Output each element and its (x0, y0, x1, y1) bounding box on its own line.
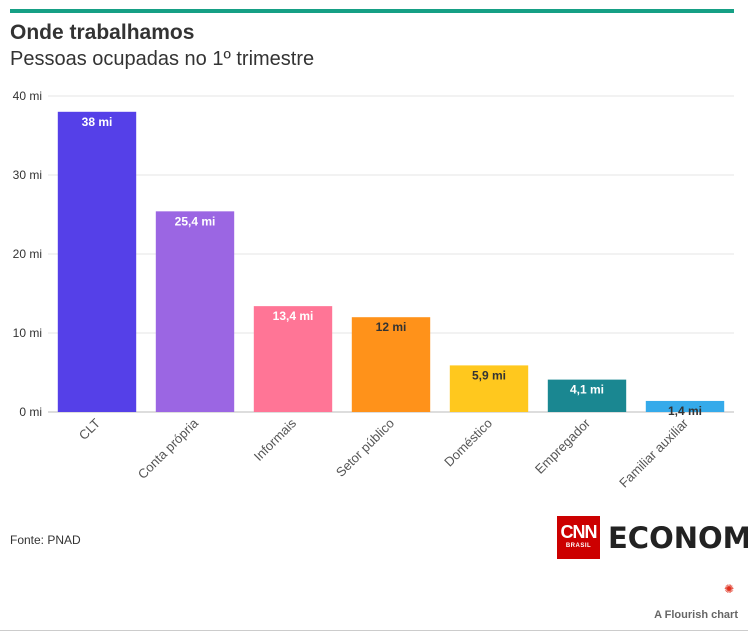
x-tick-label: Setor público (333, 416, 397, 480)
y-tick-label: 40 mi (13, 89, 42, 103)
chart-title: Onde trabalhamos (10, 21, 195, 44)
source-note: Fonte: PNAD (10, 533, 81, 547)
bar (449, 365, 529, 412)
bar-value-label: 12 mi (376, 320, 407, 334)
x-tick-label: Informais (251, 415, 300, 464)
x-tick-label: Empregador (532, 415, 594, 477)
x-tick-label: Familiar auxiliar (616, 415, 691, 490)
x-tick-label: Conta própria (135, 415, 202, 482)
flourish-logo-icon[interactable]: ✺ (724, 582, 735, 596)
bar (547, 379, 627, 412)
bar-value-label: 1,4 mi (668, 404, 702, 418)
bar-chart: 0 mi 10 mi 20 mi 30 mi 40 mi 38 mi CLT 25,4 mi C… (13, 89, 734, 490)
cnn-economia-logo: CNN BRASIL ECONOMIA (557, 516, 748, 560)
cnn-logo-text: CNN (560, 522, 598, 542)
header-accent-bar (10, 9, 734, 13)
cnn-logo: CNN BRASIL (557, 516, 600, 559)
y-tick-label: 30 mi (13, 168, 42, 182)
economia-wordmark-main: ECONOM (608, 521, 748, 555)
x-tick-label: CLT (76, 415, 103, 442)
bar (645, 400, 725, 412)
bar-value-label: 5,9 mi (472, 368, 506, 382)
bar (155, 211, 235, 412)
economia-wordmark: ECONOMIA (608, 521, 748, 555)
bar-value-label: 4,1 mi (570, 383, 604, 397)
y-tick-label: 10 mi (13, 326, 42, 340)
chart-subtitle: Pessoas ocupadas no 1º trimestre (10, 48, 315, 70)
flourish-credit-link[interactable]: A Flourish chart (654, 609, 738, 621)
x-tick-label: Doméstico (441, 416, 495, 470)
bar-value-label: 13,4 mi (273, 309, 314, 323)
bar (351, 317, 431, 412)
y-tick-label: 20 mi (13, 247, 42, 261)
bar (57, 111, 137, 413)
bar (253, 306, 333, 412)
bar-value-label: 38 mi (82, 115, 113, 129)
bar-value-label: 25,4 mi (175, 214, 216, 228)
y-tick-label: 0 mi (19, 405, 42, 419)
cnn-logo-subtext: BRASIL (565, 543, 592, 549)
